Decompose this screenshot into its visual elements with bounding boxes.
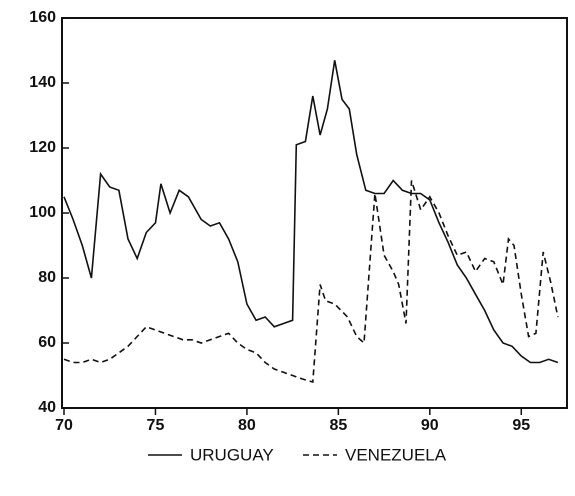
x-tick-label: 90 — [421, 417, 439, 434]
y-tick-label: 100 — [29, 204, 56, 221]
legend-label: VENEZUELA — [345, 445, 447, 464]
line-series — [63, 180, 559, 384]
y-tick-label: 60 — [38, 334, 56, 351]
y-tick-label: 140 — [29, 74, 56, 91]
x-tick-label: 95 — [512, 417, 530, 434]
x-tick-label: 75 — [147, 417, 165, 434]
legend: URUGUAY VENEZUELA — [148, 445, 447, 464]
x-tick-label: 70 — [55, 417, 73, 434]
x-tick-label: 80 — [238, 417, 256, 434]
y-tick-label: 80 — [38, 269, 56, 286]
line-series — [63, 60, 559, 364]
x-tick-label: 85 — [329, 417, 347, 434]
y-tick-label: 40 — [38, 399, 56, 416]
legend-label: URUGUAY — [190, 445, 274, 464]
y-tick-label: 120 — [29, 139, 56, 156]
y-tick-label: 160 — [29, 9, 56, 26]
